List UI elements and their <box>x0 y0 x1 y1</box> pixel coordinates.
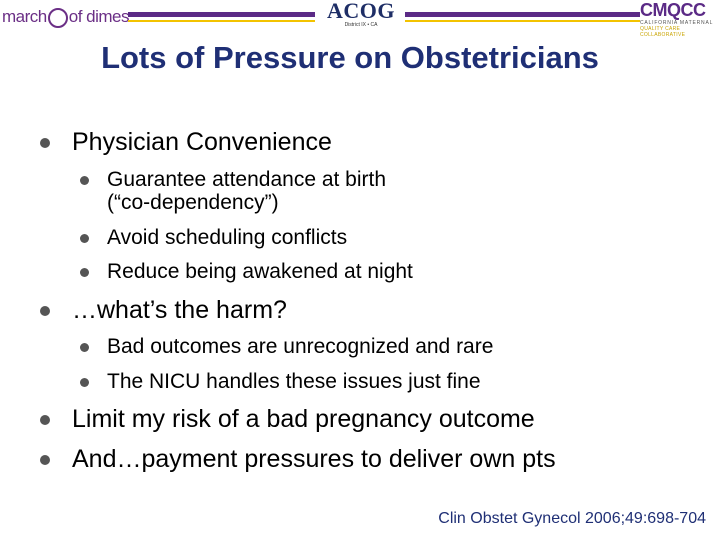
cmqcc-tagline-1: CALIFORNIA MATERNAL <box>640 20 714 26</box>
cmqcc-logo: CMQCC CALIFORNIA MATERNAL QUALITY CARE C… <box>640 0 720 38</box>
slide-title: Lots of Pressure on Obstetricians <box>101 40 599 75</box>
bullet-text: And…payment pressures to deliver own pts <box>72 445 556 473</box>
mod-logo-text-1: march <box>2 7 47 26</box>
sub-bullet-text: (“co-dependency”) <box>107 191 279 214</box>
bullet-dot-icon <box>40 455 50 465</box>
bullet-text: …what’s the harm? <box>72 296 287 324</box>
cmqcc-logo-mark: CMQCC <box>640 0 706 20</box>
sub-bullet-text: Avoid scheduling conflicts <box>107 226 348 249</box>
bullet-dot-icon <box>80 234 89 243</box>
sub-bullet-text: Reduce being awakened at night <box>107 260 413 283</box>
citation: Clin Obstet Gynecol 2006;49:698-704 <box>438 510 706 527</box>
bullet-dot-icon <box>80 268 89 277</box>
acog-logo-mark: ACOG <box>327 0 395 23</box>
mod-logo-text-2: of dimes <box>68 7 130 26</box>
sub-bullet-text: The NICU handles these issues just fine <box>107 370 481 393</box>
banner-band-right <box>405 12 640 17</box>
mod-logo-circle-icon <box>47 8 68 28</box>
bullet-dot-icon <box>80 176 89 185</box>
bullet-text: Physician Convenience <box>72 128 332 156</box>
banner-stripe-left <box>128 20 315 22</box>
cmqcc-tagline-2: QUALITY CARE COLLABORATIVE <box>640 26 686 38</box>
acog-district: District IX • CA <box>344 22 378 28</box>
banner-stripe-right <box>405 20 640 22</box>
march-of-dimes-logo: march of dimes <box>2 2 129 32</box>
bullet-text: Limit my risk of a bad pregnancy outcome <box>72 405 535 433</box>
banner-band-left <box>128 12 315 17</box>
bullet-dot-icon <box>80 343 89 352</box>
acog-logo: ACOG District IX • CA <box>318 0 404 36</box>
bullet-dot-icon <box>80 378 89 387</box>
bullet-dot-icon <box>40 415 50 425</box>
bullet-dot-icon <box>40 306 50 316</box>
sub-bullet-text: Guarantee attendance at birth <box>107 168 387 191</box>
header-banner: march of dimes ACOG District IX • CA CMQ… <box>0 0 720 38</box>
sub-bullet-text: Bad outcomes are unrecognized and rare <box>107 335 494 358</box>
bullet-dot-icon <box>40 138 50 148</box>
